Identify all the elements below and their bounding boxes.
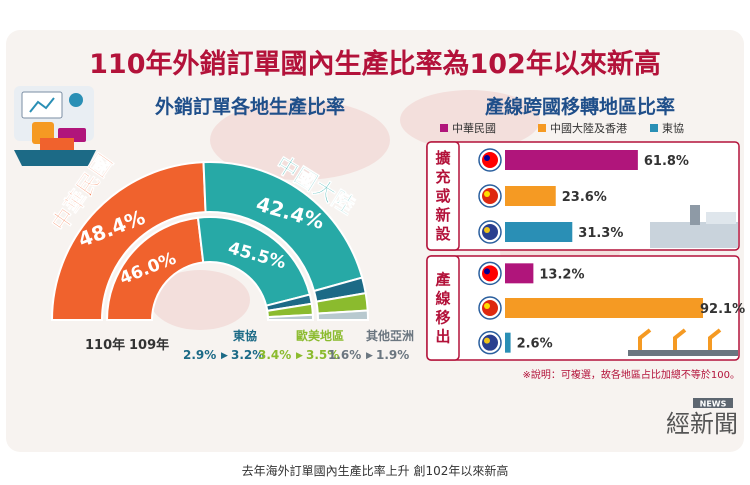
bar-value-label-0-2: 31.3% bbox=[578, 226, 623, 241]
bar-chart-title: 產線跨國移轉地區比率 bbox=[485, 95, 675, 118]
bar-0-1 bbox=[505, 186, 556, 206]
main-title: 110年外銷訂單國內生產比率為102年以來新高 bbox=[89, 48, 661, 80]
bar-0-2 bbox=[505, 222, 573, 242]
arrow-right-icon: ▶ bbox=[296, 351, 303, 361]
small-region-from-1: 3.4% bbox=[258, 348, 291, 362]
bar-1-0 bbox=[505, 263, 534, 284]
small-region-from-0: 2.9% bbox=[183, 348, 216, 362]
logo-text: 經新聞 bbox=[666, 410, 738, 438]
bar-panel-label-box-0 bbox=[426, 141, 460, 251]
arrow-right-icon: ▶ bbox=[366, 351, 373, 361]
bar-chart-note: ※說明：可複選，故各地區占比加總不等於100。 bbox=[523, 368, 740, 381]
bar-1-1 bbox=[505, 298, 704, 318]
half-donut-title: 外銷訂單各地生產比率 bbox=[155, 95, 345, 118]
small-region-from-2: 1.6% bbox=[328, 348, 361, 362]
bar-legend: 中華民國 中國大陸及香港 東協 bbox=[440, 121, 684, 135]
small-region-to-1: 3.5% bbox=[306, 348, 339, 362]
bar-value-label-1-0: 13.2% bbox=[539, 267, 584, 282]
export-illustration-icon bbox=[14, 86, 96, 166]
slice-110-4 bbox=[316, 309, 370, 321]
bar-value-label-0-0: 61.8% bbox=[644, 154, 689, 169]
small-region-label-1: 歐美地區 bbox=[296, 328, 344, 343]
small-region-label-2: 其他亞洲 bbox=[366, 328, 414, 343]
small-region-to-2: 1.9% bbox=[376, 348, 409, 362]
logo-badge: NEWS bbox=[700, 400, 727, 409]
bar-value-label-1-2: 2.6% bbox=[517, 337, 553, 352]
factory-icon bbox=[650, 205, 738, 248]
slice-109-4 bbox=[266, 313, 315, 321]
legend-label-2: 東協 bbox=[662, 122, 684, 135]
bar-0-0 bbox=[505, 150, 638, 170]
legend-swatch-1 bbox=[538, 124, 546, 132]
robot-arm-icon bbox=[628, 328, 738, 356]
bar-chart: 擴充或新設 61.8% 23.6% 31.3% 產線移出 13.2% 92.1% 2.6% bbox=[426, 141, 745, 361]
legend-swatch-0 bbox=[440, 124, 448, 132]
bar-1-2 bbox=[505, 332, 511, 353]
bar-value-label-0-1: 23.6% bbox=[562, 190, 607, 205]
arrow-right-icon: ▶ bbox=[221, 351, 228, 361]
bar-group-label-1: 產線移出 bbox=[434, 271, 450, 346]
legend-swatch-2 bbox=[650, 124, 658, 132]
half-donut-chart: 48.4% 42.4%46.0% 45.5% bbox=[50, 161, 370, 321]
legend-label-0: 中華民國 bbox=[452, 122, 496, 135]
bar-group-label-0: 擴充或新設 bbox=[435, 149, 451, 243]
image-caption: 去年海外訂單國內生產比率上升 創102年以來新高 bbox=[241, 464, 509, 478]
legend-label-1: 中國大陸及香港 bbox=[550, 121, 627, 135]
ring-label-109: 109年 bbox=[129, 337, 169, 353]
bar-value-label-1-1: 92.1% bbox=[700, 302, 745, 317]
ring-label-110: 110年 bbox=[85, 337, 125, 353]
small-region-label-0: 東協 bbox=[233, 328, 257, 343]
bar-panel-label-box-1 bbox=[426, 255, 460, 361]
small-region-to-0: 3.2% bbox=[231, 348, 264, 362]
news-logo: NEWS 經新聞 bbox=[666, 398, 738, 438]
